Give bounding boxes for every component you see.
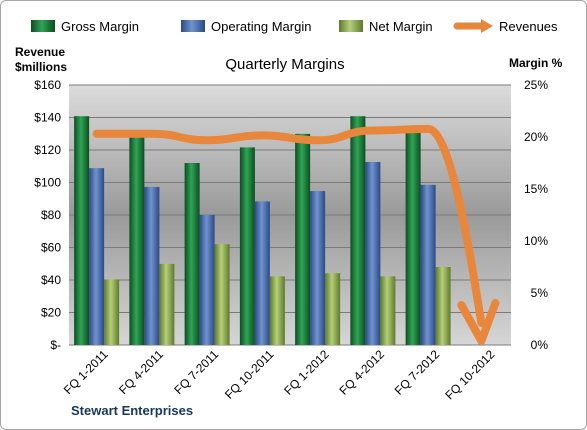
right-tick-label: 20% [524, 130, 548, 144]
category-label: FQ 7-2011 [171, 347, 221, 397]
legend: Gross Margin Operating Margin Net Margin… [31, 19, 558, 34]
bar-operating-margin [144, 186, 160, 345]
right-tick-label: 0% [531, 338, 549, 352]
category-label: FQ 4-2011 [116, 347, 166, 397]
bar-net-margin [104, 279, 120, 345]
bar-operating-margin [420, 184, 436, 345]
revenue-line-group [92, 124, 500, 345]
bar-net-margin [214, 244, 230, 345]
left-tick-label: $120 [34, 143, 61, 157]
revenue-line [92, 124, 486, 327]
company-name: Stewart Enterprises [71, 403, 193, 418]
category-label: FQ 10-2011 [222, 347, 277, 402]
left-tick-label: $20 [41, 306, 61, 320]
bar-net-margin [325, 273, 341, 345]
category-label: FQ 1-2012 [281, 347, 332, 398]
bar-gross-margin [184, 163, 200, 345]
bar-gross-margin [350, 116, 366, 345]
category-label: FQ 1-2011 [61, 347, 111, 397]
right-axis-ticks: 0% 5% 10% 15% 20% 25% [524, 78, 548, 352]
left-tick-label: $40 [41, 273, 61, 287]
bar-operating-margin [310, 191, 326, 345]
left-tick-label: $100 [34, 176, 61, 190]
right-axis-title: Margin % [509, 56, 563, 70]
left-axis-ticks: $- $20 $40 $60 $80 $100 $120 $140 $160 [34, 78, 61, 352]
bars [74, 116, 451, 345]
left-tick-label: $60 [41, 241, 61, 255]
right-tick-label: 5% [531, 286, 549, 300]
bar-operating-margin [254, 201, 270, 345]
bar-gross-margin [239, 147, 255, 345]
legend-arrowhead-revenues [481, 19, 493, 33]
bar-operating-margin [199, 215, 215, 345]
right-tick-label: 15% [524, 182, 548, 196]
bar-gross-margin [295, 133, 311, 345]
left-axis-title-line1: Revenue [15, 45, 65, 59]
category-label: FQ 10-2012 [442, 347, 497, 402]
bar-operating-margin [89, 168, 105, 345]
legend-label-revenues: Revenues [499, 19, 558, 34]
legend-swatch-operating-margin [181, 20, 205, 32]
revenue-arrowhead [457, 299, 500, 345]
category-label: FQ 7-2012 [392, 347, 443, 398]
bar-net-margin [380, 276, 396, 345]
left-tick-label: $160 [34, 78, 61, 92]
bar-net-margin [269, 276, 285, 345]
right-tick-label: 10% [524, 234, 548, 248]
left-tick-label: $- [50, 338, 61, 352]
legend-swatch-net-margin [339, 20, 363, 32]
bar-gross-margin [129, 137, 145, 345]
bar-net-margin [159, 263, 175, 345]
category-label: FQ 4-2012 [337, 347, 388, 398]
category-labels: FQ 1-2011 FQ 4-2011 FQ 7-2011 FQ 10-2011 FQ … [61, 347, 498, 402]
left-tick-label: $140 [34, 111, 61, 125]
right-tick-label: 25% [524, 78, 548, 92]
left-tick-label: $80 [41, 208, 61, 222]
bar-operating-margin [365, 161, 381, 345]
bar-net-margin [435, 267, 451, 345]
legend-label-net-margin: Net Margin [369, 19, 433, 34]
legend-swatch-gross-margin [31, 20, 55, 32]
left-axis-title-line2: $millions [15, 60, 67, 74]
legend-label-gross-margin: Gross Margin [61, 19, 139, 34]
bar-gross-margin [74, 116, 90, 345]
bar-gross-margin [405, 126, 421, 345]
legend-label-operating-margin: Operating Margin [211, 19, 311, 34]
chart-title: Quarterly Margins [225, 56, 344, 73]
